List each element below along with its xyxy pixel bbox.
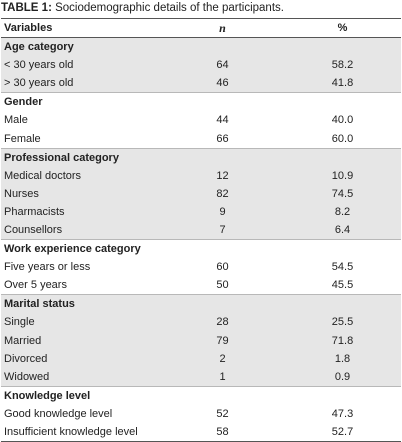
row-n-value: 82 (161, 184, 281, 203)
row-n-value: 2 (161, 349, 281, 368)
row-label: Nurses (1, 184, 161, 203)
row-n-value: 1 (161, 367, 281, 387)
row-percent-value: 47.3 (331, 407, 354, 420)
row-n-value: 7 (161, 220, 281, 240)
table-body: Age category < 30 years old 64 58.2 > 30 yea… (1, 37, 401, 442)
row-label: Single (1, 313, 161, 332)
row-label: Five years or less (4, 261, 91, 274)
row-n-value: 79 (161, 331, 281, 350)
row-n-value: 58 (161, 422, 281, 442)
row-percent-value: 41.8 (281, 74, 401, 93)
table-row: Single 28 25.5 (1, 313, 401, 332)
row-percent-value: 6.4 (281, 220, 401, 240)
table-row: < 30 years old 64 58.2 (1, 56, 401, 75)
row-label: Widowed (1, 367, 161, 387)
row-percent-value: 10.9 (281, 166, 401, 185)
category-row: Gender (1, 92, 401, 112)
row-n-value: 64 (161, 56, 281, 75)
category-label: Professional category (1, 147, 401, 167)
row-label: Good knowledge level (4, 407, 113, 420)
row-label: Pharmacists (1, 202, 161, 221)
header-variables: Variables (1, 18, 161, 38)
row-label: Medical doctors (1, 166, 161, 185)
row-n-value: 60 (216, 261, 229, 274)
row-n-value: 52 (216, 407, 229, 420)
row-label: < 30 years old (1, 56, 161, 75)
row-percent-value: 58.2 (281, 56, 401, 75)
row-percent-value: 25.5 (281, 313, 401, 332)
table-row: Divorced 2 1.8 (1, 349, 401, 368)
table-row: Five years or less 60 54.5 (1, 258, 401, 276)
category-row: Knowledge level (1, 385, 401, 405)
row-label: Male (4, 114, 28, 127)
row-label: Female (4, 132, 41, 145)
caption-label: TABLE 1: (1, 2, 52, 14)
row-n-value: 12 (161, 166, 281, 185)
caption-text: Sociodemographic details of the particip… (51, 2, 284, 14)
row-n-value: 9 (161, 202, 281, 221)
category-label: Marital status (1, 294, 401, 314)
row-label: Counsellors (1, 220, 161, 240)
category-row: Marital status (1, 294, 401, 314)
row-percent-value: 54.5 (331, 261, 354, 274)
table-row: Nurses 82 74.5 (1, 184, 401, 203)
row-percent-value: 45.5 (331, 279, 354, 292)
row-percent-value: 74.5 (281, 184, 401, 203)
table-row: Good knowledge level 52 47.3 (1, 405, 401, 423)
row-percent-value: 8.2 (281, 202, 401, 221)
row-percent-value: 52.7 (281, 422, 401, 442)
table-row: Pharmacists 9 8.2 (1, 202, 401, 221)
table-row: > 30 years old 46 41.8 (1, 74, 401, 93)
row-percent-value: 1.8 (281, 349, 401, 368)
table-row: Male 44 40.0 (1, 111, 401, 129)
row-n-value: 28 (161, 313, 281, 332)
row-percent-value: 71.8 (281, 331, 401, 350)
row-percent-value: 60.0 (331, 132, 354, 145)
row-n-value: 50 (216, 279, 229, 292)
table-row: Counsellors 7 6.4 (1, 220, 401, 240)
table-row: Female 66 60.0 (1, 129, 401, 148)
row-n-value: 46 (161, 74, 281, 93)
row-n-value: 44 (216, 114, 229, 127)
table-row: Over 5 years 50 45.5 (1, 276, 401, 295)
row-label: > 30 years old (1, 74, 161, 93)
row-percent-value: 40.0 (331, 114, 354, 127)
category-row: Professional category (1, 147, 401, 167)
row-label: Married (1, 331, 161, 350)
header-percent: % (281, 18, 401, 38)
category-label: Gender (1, 92, 401, 112)
row-n-value: 66 (216, 132, 229, 145)
row-label: Insufficient knowledge level (1, 422, 161, 442)
table-row: Married 79 71.8 (1, 331, 401, 350)
category-label: Work experience category (1, 239, 401, 259)
table-row: Medical doctors 12 10.9 (1, 166, 401, 185)
category-row: Work experience category (1, 239, 401, 259)
category-label: Knowledge level (1, 385, 401, 405)
category-label: Age category (1, 37, 401, 57)
sociodemographic-table: Variables n % Age category < 30 years old… (1, 18, 401, 442)
table-caption: TABLE 1: Sociodemographic details of the… (0, 0, 402, 18)
header-n: n (161, 18, 281, 38)
table-row: Insufficient knowledge level 58 52.7 (1, 422, 401, 442)
table-row: Widowed 1 0.9 (1, 367, 401, 387)
row-label: Over 5 years (4, 279, 67, 292)
category-row: Age category (1, 37, 401, 57)
row-label: Divorced (1, 349, 161, 368)
header-row: Variables n % (1, 18, 401, 38)
row-percent-value: 0.9 (281, 367, 401, 387)
